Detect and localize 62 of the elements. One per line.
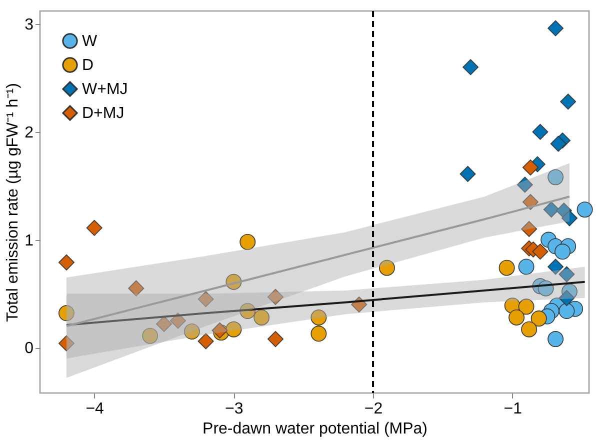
point [554,244,571,260]
point [310,326,327,342]
line-series [65,280,586,326]
point [86,220,102,236]
point [462,59,479,76]
x-tick-label: −1 [504,400,522,418]
x-tick-label: −3 [225,400,244,418]
point [498,260,515,276]
point [562,210,578,226]
point [58,254,74,270]
point [518,298,534,315]
point [142,328,158,344]
point [521,321,538,338]
point [226,321,242,338]
y-tick-label: 2 [24,124,34,142]
point [128,280,144,296]
point [550,136,566,152]
point [576,202,593,218]
point [156,316,172,332]
point [516,176,533,193]
point [543,202,560,218]
x-tick-label: −4 [86,400,104,418]
point [268,288,284,305]
point [522,159,538,176]
point [240,234,256,250]
point [558,266,575,282]
point [170,312,186,329]
legend-label: D [82,57,94,74]
point [548,169,564,186]
point [460,166,476,182]
point [548,20,564,36]
legend-label: D+MJ [82,105,124,122]
legend-label: W [82,33,98,50]
point [508,309,525,326]
point [558,290,575,306]
point [58,335,74,352]
point [548,331,564,348]
y-tick-label: 3 [24,16,34,34]
point [58,305,74,322]
point [532,244,548,260]
point [518,258,534,275]
legend-label: W+MJ [82,81,128,98]
point [560,94,576,110]
point [532,124,548,140]
point [530,310,547,327]
point [268,331,284,348]
x-tick-label: −2 [364,400,383,418]
point [378,260,395,276]
point [522,194,538,210]
y-tick-label: 1 [24,232,34,250]
line-series [65,196,570,328]
point [310,309,327,326]
point [198,333,214,350]
point [521,220,538,237]
x-axis-title: Pre-dawn water potential (MPa) [202,420,428,438]
point [198,291,214,308]
point [548,258,564,275]
point [254,309,270,326]
point [184,324,200,340]
y-tick-label: 0 [24,340,34,358]
point [558,303,575,319]
y-axis-title: Total emission rate (µg gFW⁻¹ h⁻¹) [4,83,22,322]
